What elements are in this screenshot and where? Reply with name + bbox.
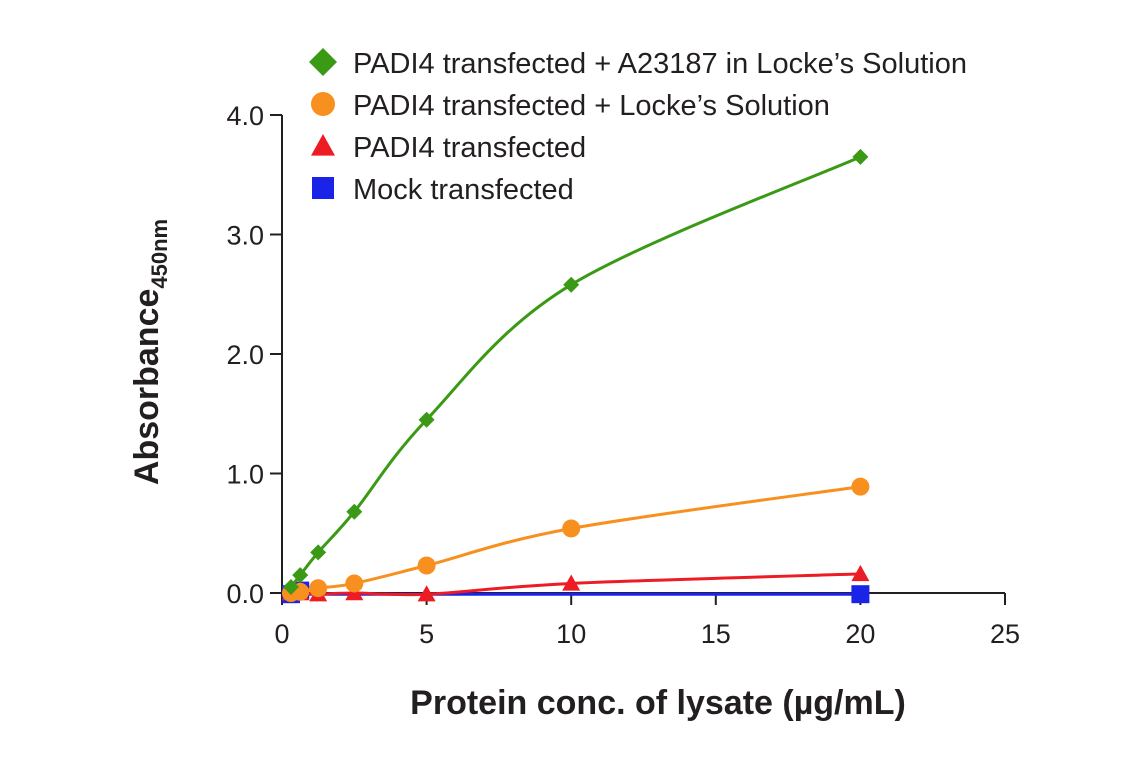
legend-label: PADI4 transfected + A23187 in Locke’s So… [353,48,967,80]
data-point-diamond [282,579,299,596]
y-tick-label: 0.0 [226,579,264,609]
data-point-triangle [417,585,436,602]
legend: PADI4 transfected + A23187 in Locke’s So… [309,48,967,206]
data-point-diamond [418,411,435,428]
y-tick-label: 1.0 [226,460,264,490]
data-point-circle [417,556,436,575]
data-point-diamond [852,148,869,165]
data-point-circle [562,519,581,538]
legend-item: Mock transfected [312,174,574,206]
y-tick-label: 4.0 [226,101,264,131]
y-tick-label: 3.0 [226,221,264,251]
x-tick-label: 10 [556,619,586,649]
legend-item: PADI4 transfected [311,132,586,164]
legend-item: PADI4 transfected + A23187 in Locke’s So… [309,48,967,80]
legend-label: Mock transfected [353,174,574,206]
x-tick-label: 15 [701,619,731,649]
x-tick-label: 5 [419,619,434,649]
legend-marker-square [312,177,334,199]
legend-marker-diamond [309,48,337,76]
data-point-triangle [851,564,870,582]
data-point-diamond [563,276,580,293]
x-tick-label: 20 [845,619,875,649]
y-tick-label: 2.0 [226,340,264,370]
y-axis-title-subscript: 450nm [147,219,172,289]
data-point-diamond [346,503,363,520]
y-axis-title: Absorbance450nm [128,219,172,485]
legend-label: PADI4 transfected [353,132,586,164]
x-tick-label: 25 [990,619,1020,649]
data-point-diamond [310,544,327,561]
data-point-circle [345,574,364,593]
data-point-circle [309,579,328,598]
x-axis-title: Protein conc. of lysate (µg/mL) [410,684,906,722]
plot-area: 0 5 10 15 20 25 0.0 1.0 2.0 3.0 4.0 [226,101,1020,649]
series-line-diamond [289,155,862,588]
x-tick-label: 0 [274,619,289,649]
legend-item: PADI4 transfected + Locke’s Solution [311,90,830,122]
data-point-square [851,585,870,604]
data-point-diamond [292,567,309,584]
y-axis-title-main: Absorbance [128,289,166,486]
legend-marker-triangle [311,134,335,156]
data-point-triangle [562,574,581,591]
legend-label: PADI4 transfected + Locke’s Solution [353,90,830,122]
data-point-circle [851,477,870,496]
legend-marker-circle [311,92,335,116]
